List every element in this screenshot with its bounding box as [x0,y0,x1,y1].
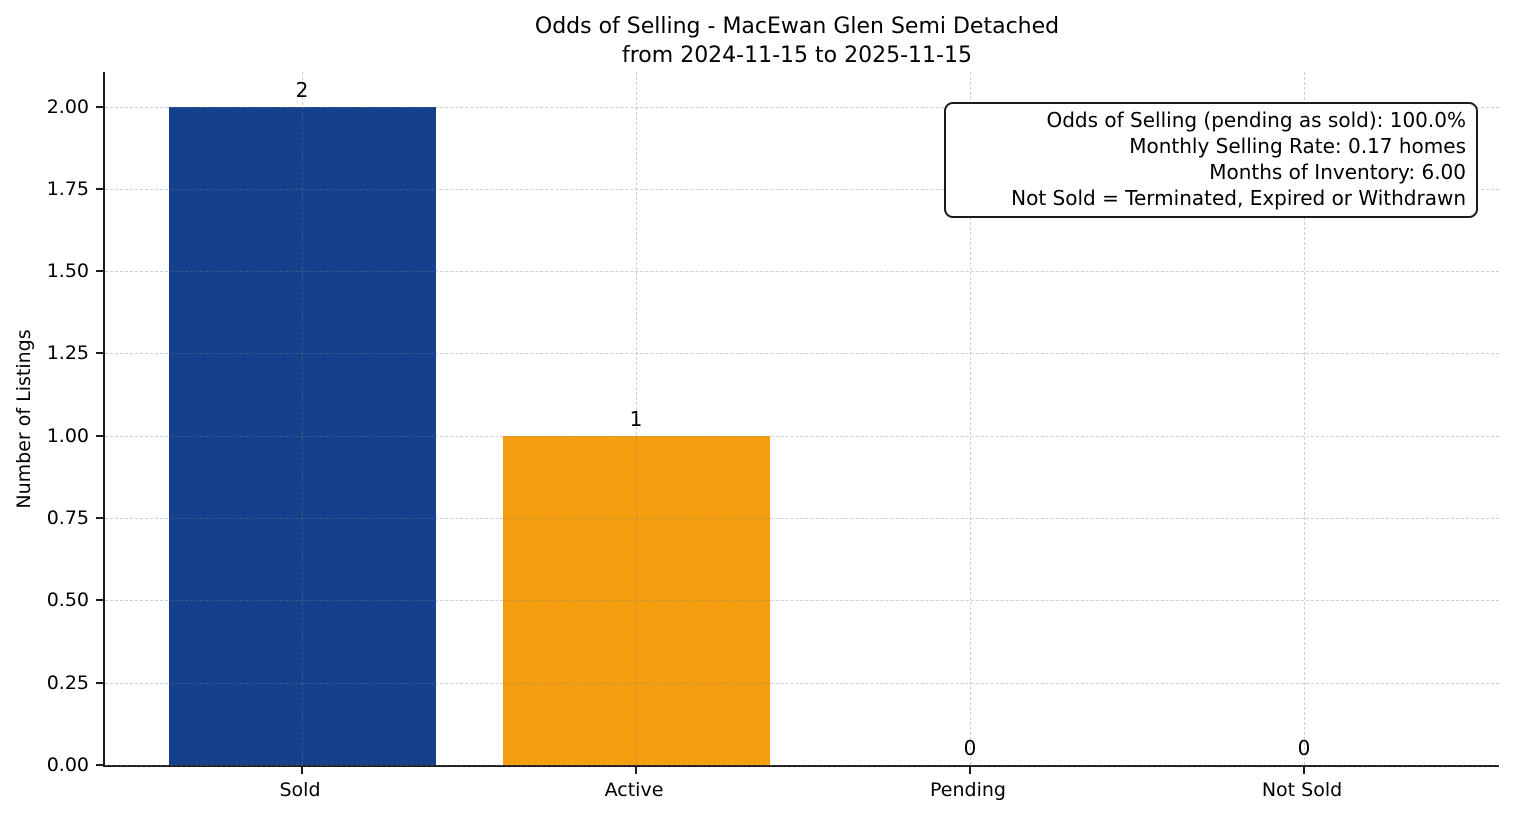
y-tick-label: 1.50 [46,260,89,283]
annotation-line-notsold-def: Not Sold = Terminated, Expired or Withdr… [1011,186,1466,210]
annotation-line-inventory: Months of Inventory: 6.00 [1209,160,1466,184]
x-tick [1303,767,1305,774]
x-tick [635,767,637,774]
y-tick-label: 1.75 [46,177,89,200]
h-gridline [105,682,1499,684]
y-tick [96,681,103,684]
x-tick [301,767,303,774]
x-tick-label-pending: Pending [930,779,1006,801]
y-tick [96,434,103,437]
bar-active [502,435,770,765]
v-gridline [302,72,303,765]
y-tick-label: 0.75 [46,507,89,530]
y-tick [96,105,103,108]
y-tick [96,764,103,766]
bar-value-label: 2 [295,77,309,102]
annotation-line-odds: Odds of Selling (pending as sold): 100.0… [1046,108,1466,132]
h-gridline [105,106,1499,108]
bar-sold [168,106,436,765]
h-gridline [105,271,1499,273]
h-gridline [105,518,1499,520]
y-tick-label: 1.00 [46,424,89,447]
chart-title-line1: Odds of Selling - MacEwan Glen Semi Deta… [534,14,1060,39]
y-tick-label: 0.50 [46,589,89,612]
h-gridline [105,188,1499,190]
x-tick-label-active: Active [604,779,664,801]
y-tick [96,352,103,355]
y-tick [96,517,103,520]
x-tick [969,767,971,774]
y-tick-label: 1.25 [46,342,89,365]
bar-value-label: 1 [629,406,643,431]
annotation-line-monthly-rate: Monthly Selling Rate: 0.17 homes [1129,134,1466,158]
y-tick-label: 0.00 [46,754,89,776]
y-tick [96,599,103,602]
x-tick-label-not-sold: Not Sold [1261,779,1343,801]
v-gridline [970,72,971,765]
v-gridline [636,72,637,765]
chart-title-line2: from 2024-11-15 to 2025-11-15 [622,43,972,68]
x-tick-label-sold: Sold [279,779,321,801]
bar-value-label: 0 [963,736,977,760]
h-gridline [105,435,1499,437]
annotation-box: Odds of Selling (pending as sold): 100.0… [944,102,1478,218]
bar-value-label: 0 [1297,736,1311,760]
v-gridline [1304,72,1305,765]
h-gridline [105,600,1499,602]
chart-title: Odds of Selling - MacEwan Glen Semi Deta… [107,12,1487,70]
y-tick [96,187,103,190]
y-tick-label: 2.00 [46,95,89,118]
y-tick-label: 0.25 [46,671,89,694]
y-tick [96,270,103,273]
h-gridline [105,765,1499,766]
plot-area: 2 1 0 0 [96,72,1499,774]
h-gridline [105,353,1499,355]
